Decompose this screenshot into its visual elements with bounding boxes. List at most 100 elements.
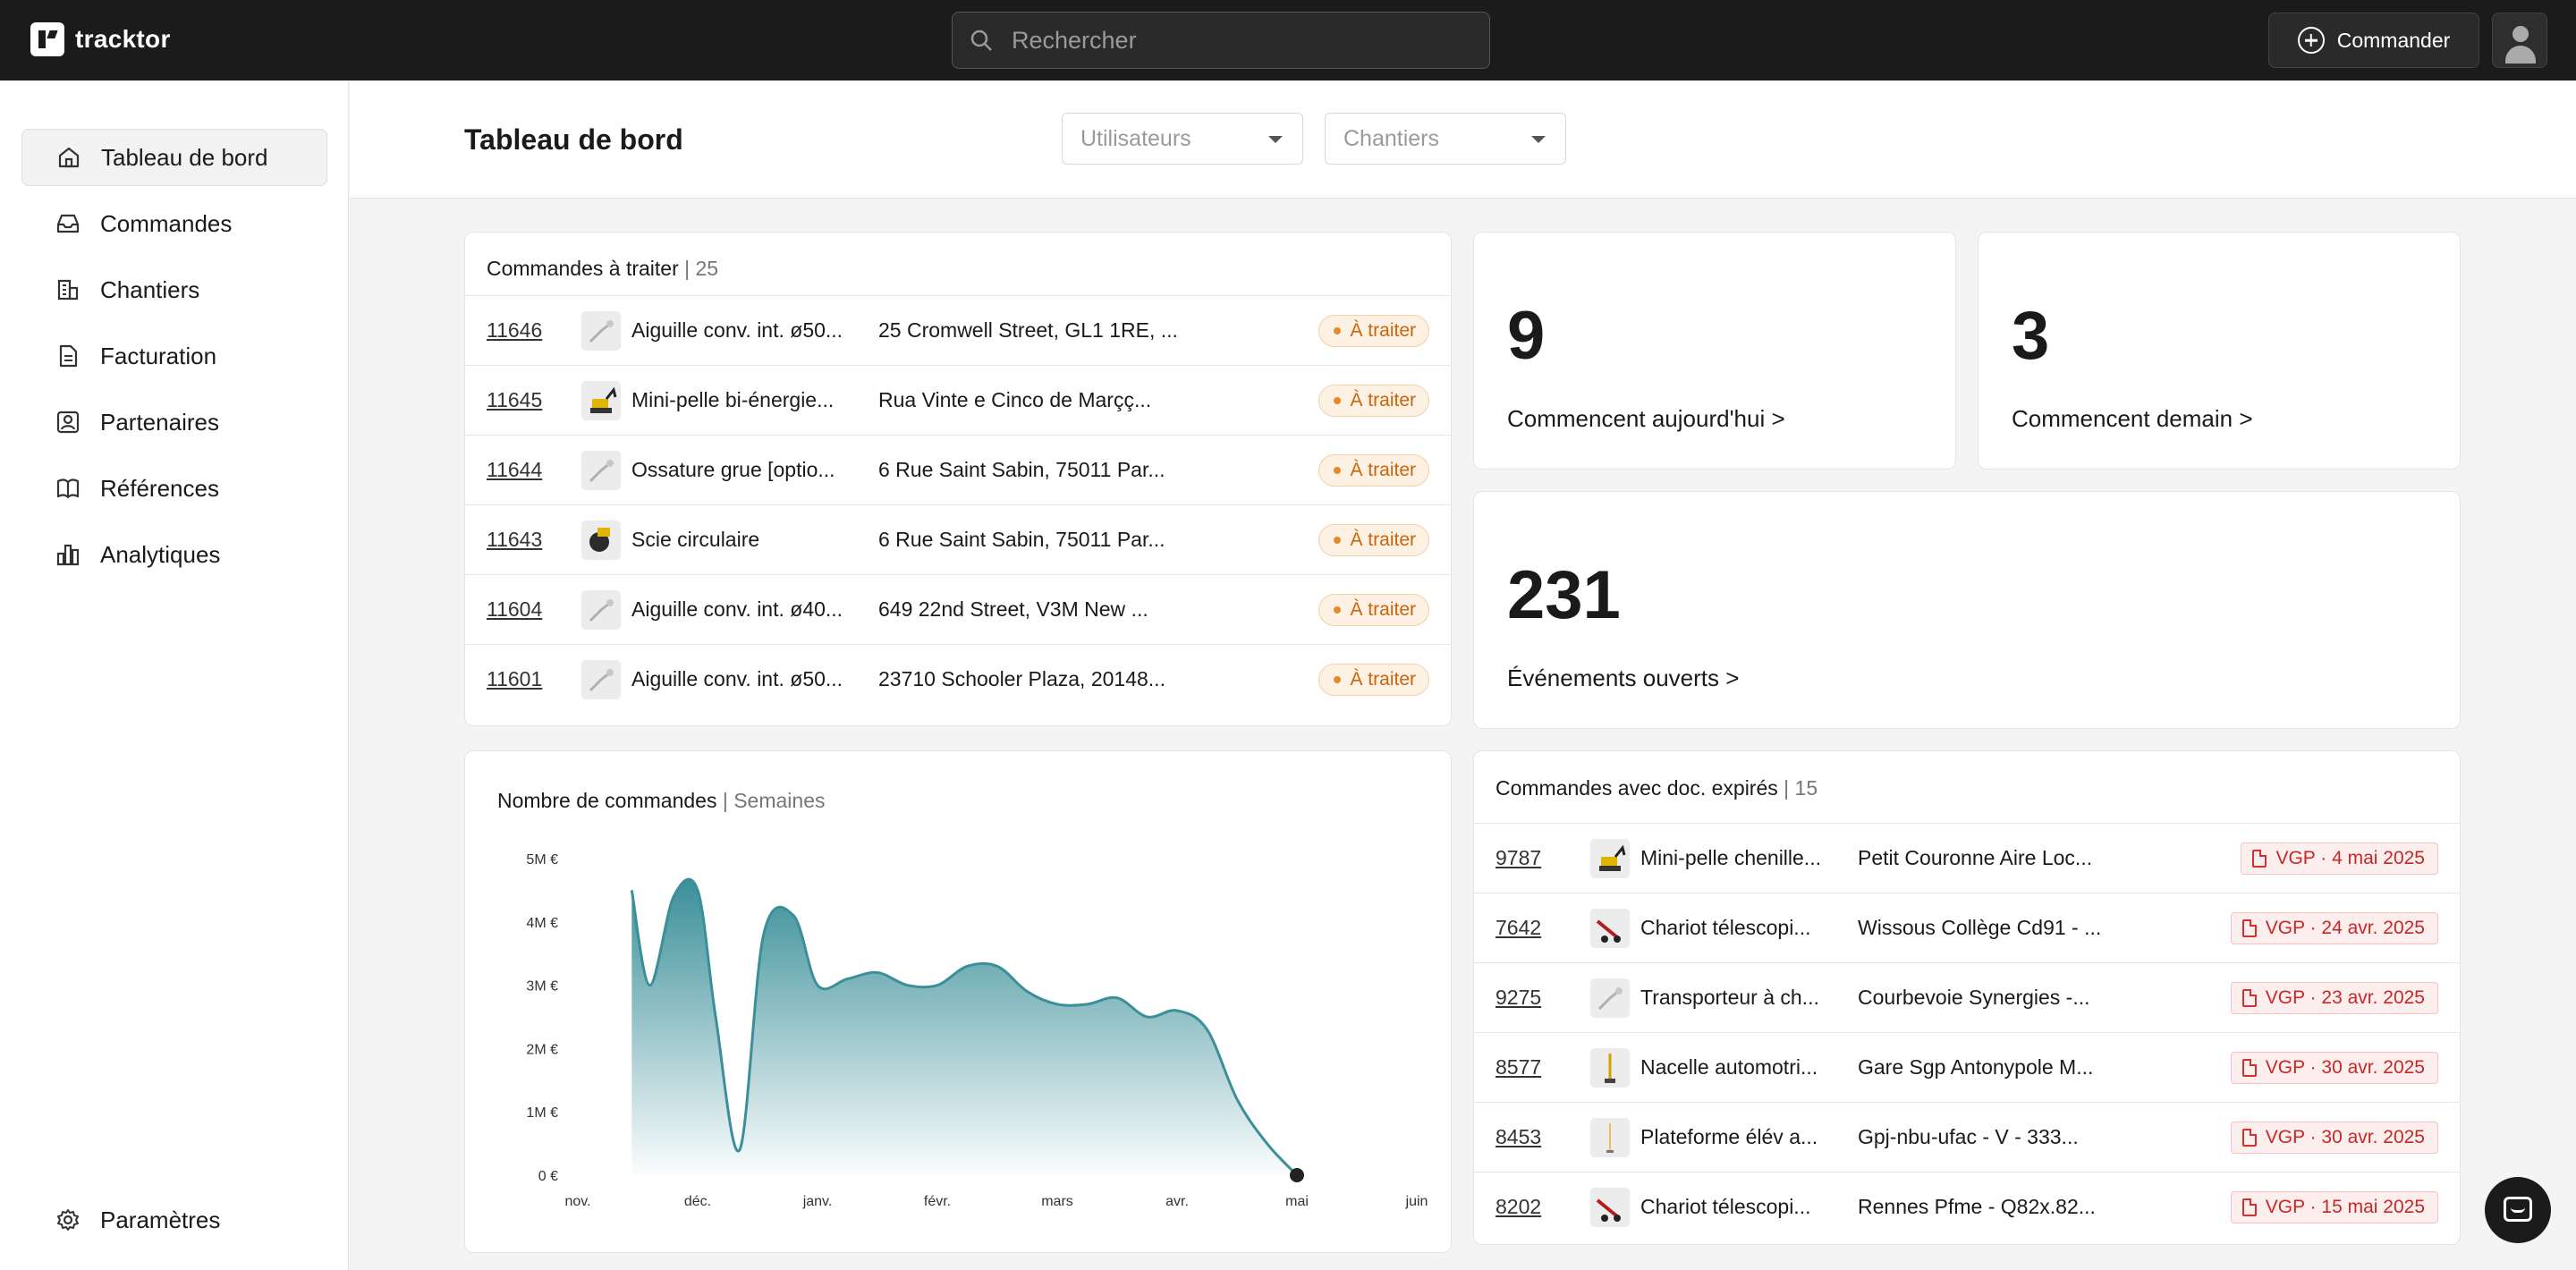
- gear-icon: [57, 1209, 79, 1231]
- table-row[interactable]: 9787 Mini-pelle chenille... Petit Couronne…: [1474, 823, 2460, 893]
- document-icon: [2252, 849, 2267, 868]
- sidebar-item-facturation[interactable]: Facturation: [21, 327, 327, 385]
- sidebar-item-tableau-de-bord[interactable]: Tableau de bord: [21, 129, 327, 186]
- search-input[interactable]: [1012, 26, 1477, 55]
- equipment-name: Aiguille conv. int. ø50...: [631, 667, 843, 690]
- sidebar-item-analytiques[interactable]: Analytiques: [21, 526, 327, 583]
- stat-events-value: 231: [1507, 557, 1621, 633]
- order-id-link[interactable]: 9787: [1496, 846, 1542, 869]
- table-row[interactable]: 11643 Scie circulaire 6 Rue Saint Sabin, 7…: [465, 504, 1451, 574]
- order-id-link[interactable]: 11644: [487, 458, 543, 481]
- equipment-thumbnail: [581, 450, 621, 490]
- sidebar-item-references[interactable]: Références: [21, 460, 327, 517]
- search-icon: [970, 30, 992, 51]
- order-id-link[interactable]: 11646: [487, 318, 543, 342]
- site-name: Courbevoie Synergies -...: [1858, 986, 2090, 1009]
- book-icon: [56, 478, 80, 499]
- table-row[interactable]: 11646 Aiguille conv. int. ø50... 25 Cromwe…: [465, 295, 1451, 365]
- series-end-point[interactable]: [1290, 1168, 1304, 1182]
- table-row[interactable]: 9275 Transporteur à ch... Courbevoie Syner…: [1474, 962, 2460, 1032]
- table-row[interactable]: 11645 Mini-pelle bi-énergie... Rua Vinte e…: [465, 365, 1451, 435]
- sites-filter-select[interactable]: Chantiers: [1325, 113, 1566, 165]
- user-avatar-button[interactable]: [2492, 13, 2547, 68]
- order-address: 6 Rue Saint Sabin, 75011 Par...: [878, 458, 1165, 481]
- card-title: Commandes avec doc. expirés | 15: [1496, 776, 1818, 800]
- order-id-link[interactable]: 7642: [1496, 916, 1542, 939]
- commander-button[interactable]: Commander: [2268, 13, 2479, 68]
- building-icon: [57, 279, 79, 301]
- equipment-name: Aiguille conv. int. ø40...: [631, 597, 843, 621]
- order-id-link[interactable]: 11601: [487, 667, 543, 690]
- analytics-icon: [56, 544, 80, 566]
- caret-down-icon: [1531, 136, 1546, 143]
- order-id-link[interactable]: 11643: [487, 528, 543, 551]
- order-id-link[interactable]: 8577: [1496, 1055, 1542, 1079]
- equipment-thumbnail: [1590, 1187, 1630, 1227]
- page-header: Tableau de bord Utilisateurs Chantiers: [350, 80, 2576, 199]
- stat-today-link[interactable]: Commencent aujourd'hui >: [1507, 405, 1785, 432]
- users-filter-select[interactable]: Utilisateurs: [1062, 113, 1303, 165]
- app-logo[interactable]: tracktor: [30, 22, 171, 56]
- table-row[interactable]: 8453 Plateforme élév a... Gpj-nbu-ufac - V…: [1474, 1102, 2460, 1172]
- expired-doc-badge[interactable]: VGP · 4 mai 2025: [2241, 842, 2438, 875]
- site-name: Gpj-nbu-ufac - V - 333...: [1858, 1125, 2079, 1148]
- search-bar[interactable]: [952, 12, 1490, 69]
- equipment-name: Aiguille conv. int. ø50...: [631, 318, 843, 342]
- document-icon: [2241, 1128, 2257, 1147]
- x-tick-label: févr.: [924, 1194, 951, 1209]
- order-id-link[interactable]: 8453: [1496, 1125, 1542, 1148]
- sidebar-item-partenaires[interactable]: Partenaires: [21, 394, 327, 451]
- order-id-link[interactable]: 9275: [1496, 986, 1542, 1009]
- equipment-thumbnail: [581, 310, 621, 351]
- orders-area-chart: 0 € 1M € 2M € 3M € 4M € 5M € nov. déc. janv. févr…: [526, 852, 1428, 1209]
- equipment-thumbnail: [1590, 978, 1630, 1018]
- y-tick-label: 5M €: [526, 852, 558, 868]
- table-row[interactable]: 7642 Chariot télescopi... Wissous Collège …: [1474, 893, 2460, 962]
- sidebar-item-chantiers[interactable]: Chantiers: [21, 261, 327, 318]
- settings-label: Paramètres: [100, 1206, 221, 1233]
- chat-icon: [2504, 1197, 2532, 1222]
- table-row[interactable]: 11601 Aiguille conv. int. ø50... 23710 Sch…: [465, 644, 1451, 714]
- order-id-link[interactable]: 8202: [1496, 1195, 1542, 1218]
- caret-down-icon: [1268, 136, 1283, 143]
- expired-doc-badge[interactable]: VGP · 30 avr. 2025: [2230, 1121, 2438, 1154]
- sidebar-item-parametres[interactable]: Paramètres: [21, 1191, 327, 1249]
- stat-events-link[interactable]: Événements ouverts >: [1507, 665, 1740, 691]
- commander-label: Commander: [2336, 28, 2451, 52]
- stat-card-events[interactable]: 231 Événements ouverts >: [1473, 491, 2461, 729]
- site-name: Petit Couronne Aire Loc...: [1858, 846, 2093, 869]
- equipment-thumbnail: [1590, 838, 1630, 878]
- x-tick-label: déc.: [684, 1194, 711, 1209]
- table-row[interactable]: 11604 Aiguille conv. int. ø40... 649 22nd …: [465, 574, 1451, 644]
- sidebar-item-label: Références: [100, 474, 219, 502]
- status-badge: À traiter: [1318, 453, 1429, 487]
- table-row[interactable]: 11644 Ossature grue [optio... 6 Rue Saint …: [465, 435, 1451, 504]
- table-row[interactable]: 8577 Nacelle automotri... Gare Sgp Antonyp…: [1474, 1032, 2460, 1102]
- card-title: Commandes à traiter | 25: [487, 257, 719, 280]
- stat-card-today[interactable]: 9 Commencent aujourd'hui >: [1473, 232, 1956, 470]
- stat-tomorrow-link[interactable]: Commencent demain >: [2012, 405, 2253, 432]
- expired-docs-card: Commandes avec doc. expirés | 15 9787 Min…: [1473, 750, 2461, 1245]
- sidebar-item-commandes[interactable]: Commandes: [21, 195, 327, 252]
- order-id-link[interactable]: 11645: [487, 388, 543, 411]
- equipment-thumbnail: [1590, 908, 1630, 948]
- chat-support-button[interactable]: [2485, 1177, 2551, 1243]
- expired-doc-badge[interactable]: VGP · 15 mai 2025: [2230, 1190, 2438, 1223]
- table-row[interactable]: 8202 Chariot télescopi... Rennes Pfme - Q8…: [1474, 1172, 2460, 1241]
- expired-doc-badge[interactable]: VGP · 23 avr. 2025: [2230, 981, 2438, 1014]
- stat-card-tomorrow[interactable]: 3 Commencent demain >: [1978, 232, 2461, 470]
- order-id-link[interactable]: 11604: [487, 597, 543, 621]
- expired-doc-badge[interactable]: VGP · 30 avr. 2025: [2230, 1051, 2438, 1084]
- y-tick-label: 4M €: [526, 916, 558, 931]
- home-icon: [58, 147, 80, 168]
- equipment-thumbnail: [581, 380, 621, 420]
- status-badge: À traiter: [1318, 523, 1429, 556]
- plus-circle-icon: [2297, 27, 2325, 54]
- status-dot-icon: [1334, 605, 1342, 614]
- expired-doc-badge[interactable]: VGP · 24 avr. 2025: [2230, 911, 2438, 944]
- status-badge: À traiter: [1318, 314, 1429, 347]
- equipment-thumbnail: [1590, 1117, 1630, 1157]
- y-tick-label: 0 €: [538, 1169, 558, 1184]
- equipment-name: Mini-pelle chenille...: [1640, 846, 1821, 869]
- x-tick-label: nov.: [564, 1194, 590, 1209]
